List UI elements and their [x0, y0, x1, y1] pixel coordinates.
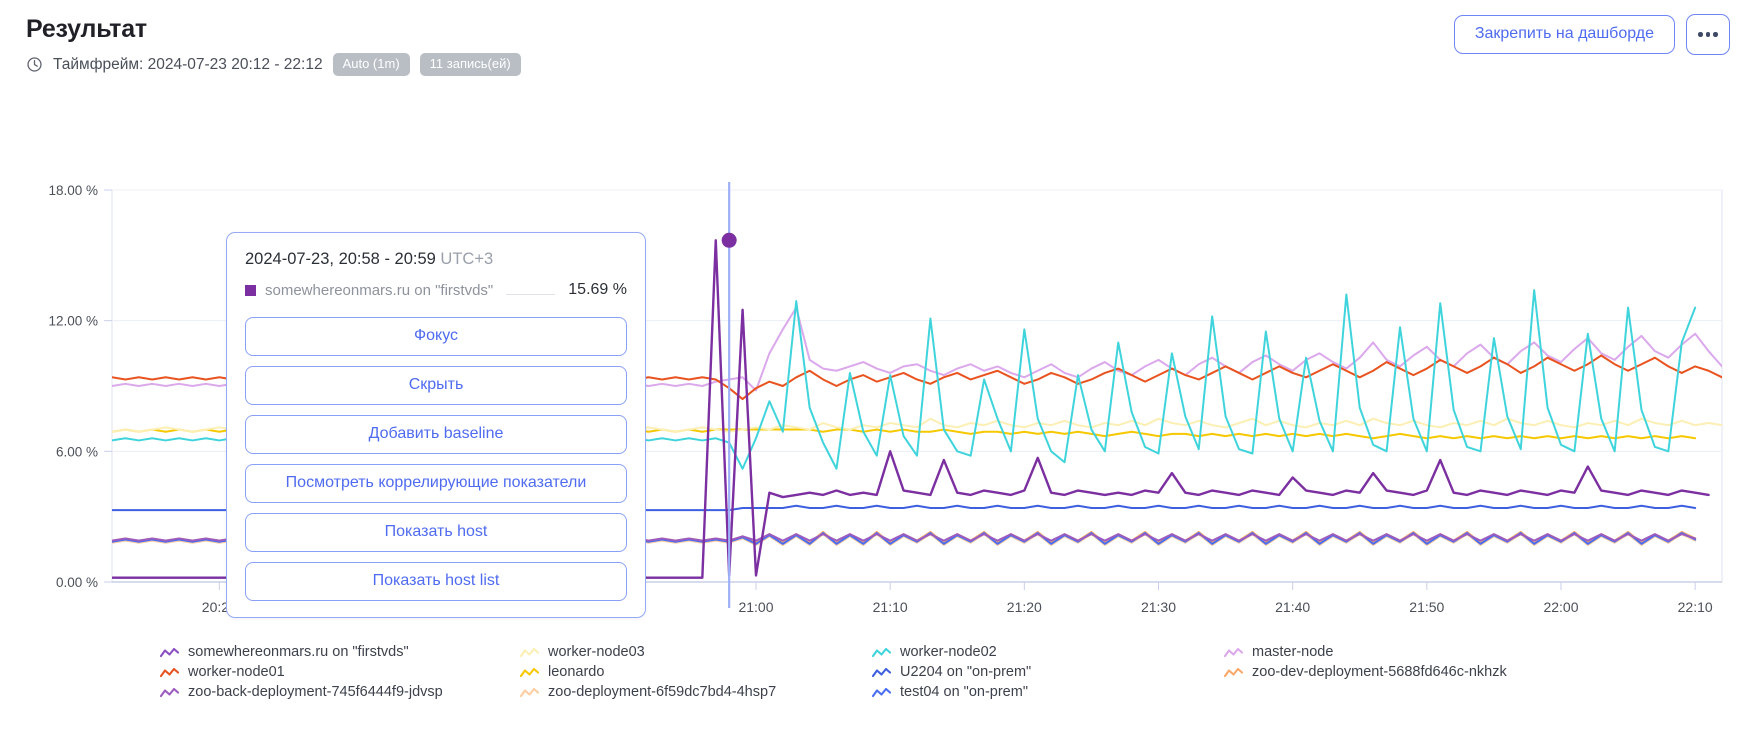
highlighted-data-point[interactable] — [721, 232, 737, 248]
legend-item-label: worker-node03 — [548, 643, 645, 660]
legend-item-label: zoo-back-deployment-745f6444f9-jdvsp — [188, 683, 443, 700]
show-host-list-button[interactable]: Показать host list — [245, 562, 627, 601]
tooltip-time-range: 2024-07-23, 20:58 - 20:59 UTC+3 — [245, 250, 627, 269]
y-axis-tick-label: 0.00 % — [56, 575, 98, 590]
legend-item-label: zoo-deployment-6f59dc7bd4-4hsp7 — [548, 683, 777, 700]
legend-item-label: master-node — [1252, 643, 1334, 660]
tooltip-series-row: somewhereonmars.ru on "firstvds" 15.69 % — [245, 281, 627, 299]
x-axis-tick-label: 21:10 — [873, 599, 908, 615]
tooltip-series-value: 15.69 % — [568, 281, 627, 298]
legend-item[interactable]: test04 on "on-prem" — [871, 682, 1224, 701]
legend-item-label: U2204 on "on-prem" — [900, 663, 1032, 680]
legend-item[interactable]: worker-node02 — [871, 642, 1224, 661]
x-axis-tick-label: 21:30 — [1141, 599, 1176, 615]
clock-icon — [26, 56, 43, 73]
hide-button[interactable]: Скрыть — [245, 366, 627, 405]
more-options-button[interactable] — [1686, 14, 1730, 55]
tooltip-timezone: UTC+3 — [440, 250, 494, 268]
series-color-swatch — [245, 284, 256, 296]
legend-item[interactable]: somewhereonmars.ru on "firstvds" — [159, 642, 520, 661]
chart-area[interactable]: 0.00 %6.00 %12.00 %18.00 %20:2020:3020:4… — [0, 82, 1752, 642]
legend-item[interactable]: zoo-back-deployment-745f6444f9-jdvsp — [159, 682, 520, 701]
show-host-button[interactable]: Показать host — [245, 513, 627, 552]
series-line-icon — [871, 646, 892, 658]
panel-header: Результат Таймфрейм: 2024-07-23 20:12 - … — [0, 0, 1752, 82]
legend-item[interactable]: leonardo — [519, 662, 872, 681]
series-line-icon — [1223, 646, 1244, 658]
ellipsis-icon — [1698, 32, 1703, 37]
legend-item-empty — [1224, 682, 1752, 701]
series-line-icon — [519, 646, 540, 658]
legend-item-label: somewhereonmars.ru on "firstvds" — [188, 643, 409, 660]
legend-item[interactable]: master-node — [1223, 642, 1752, 661]
timeframe-row: Таймфрейм: 2024-07-23 20:12 - 22:12 Auto… — [26, 53, 1730, 76]
x-axis-tick-label: 22:10 — [1678, 599, 1713, 615]
series-line-icon — [159, 666, 180, 678]
pin-to-dashboard-button[interactable]: Закрепить на дашборде — [1453, 15, 1675, 54]
tooltip-series-name: somewhereonmars.ru on "firstvds" — [265, 281, 494, 299]
x-axis-tick-label: 21:00 — [738, 599, 773, 615]
series-line-icon — [519, 686, 540, 698]
legend-item-label: leonardo — [548, 663, 605, 680]
legend-item-label: test04 on "on-prem" — [900, 683, 1028, 700]
ellipsis-icon — [1705, 32, 1711, 37]
series-context-tooltip[interactable]: 2024-07-23, 20:58 - 20:59 UTC+3 somewher… — [226, 232, 646, 618]
series-line-icon — [871, 686, 892, 698]
legend-item[interactable]: worker-node01 — [159, 662, 520, 681]
legend-item-label: worker-node01 — [188, 663, 285, 680]
chart-legend: somewhereonmars.ru on "firstvds" worker-n… — [0, 642, 1752, 712]
ellipsis-icon — [1713, 32, 1718, 37]
series-line-icon — [159, 686, 180, 698]
series-line-icon — [519, 666, 540, 678]
x-axis-tick-label: 22:00 — [1543, 599, 1578, 615]
add-baseline-button[interactable]: Добавить baseline — [245, 415, 627, 454]
x-axis-tick-label: 21:50 — [1409, 599, 1444, 615]
tooltip-time-value: 2024-07-23, 20:58 - 20:59 — [245, 250, 436, 268]
legend-item[interactable]: U2204 on "on-prem" — [871, 662, 1224, 681]
leader-dots — [506, 285, 556, 295]
y-axis-tick-label: 12.00 % — [48, 314, 98, 329]
records-badge: 11 запись(ей) — [419, 53, 521, 76]
interval-badge: Auto (1m) — [332, 53, 410, 76]
x-axis-tick-label: 21:40 — [1275, 599, 1310, 615]
timeframe-label: Таймфрейм: 2024-07-23 20:12 - 22:12 — [53, 55, 323, 73]
series-line-icon — [871, 666, 892, 678]
page-title: Результат — [26, 15, 147, 43]
legend-item-label: zoo-dev-deployment-5688fd646c-nkhzk — [1252, 663, 1507, 680]
y-axis-tick-label: 6.00 % — [56, 444, 98, 459]
legend-item[interactable]: zoo-deployment-6f59dc7bd4-4hsp7 — [519, 682, 872, 701]
focus-button[interactable]: Фокус — [245, 317, 627, 356]
legend-item[interactable]: zoo-dev-deployment-5688fd646c-nkhzk — [1223, 662, 1752, 681]
legend-grid: somewhereonmars.ru on "firstvds" worker-n… — [159, 642, 1752, 701]
legend-item-label: worker-node02 — [900, 643, 997, 660]
y-axis-tick-label: 18.00 % — [48, 183, 98, 198]
header-actions: Закрепить на дашборде — [1453, 14, 1730, 55]
series-line-icon — [159, 646, 180, 658]
series-line-icon — [1223, 666, 1244, 678]
x-axis-tick-label: 21:20 — [1007, 599, 1042, 615]
correlated-metrics-button[interactable]: Посмотреть коррелирующие показатели — [245, 464, 627, 503]
legend-item[interactable]: worker-node03 — [519, 642, 872, 661]
